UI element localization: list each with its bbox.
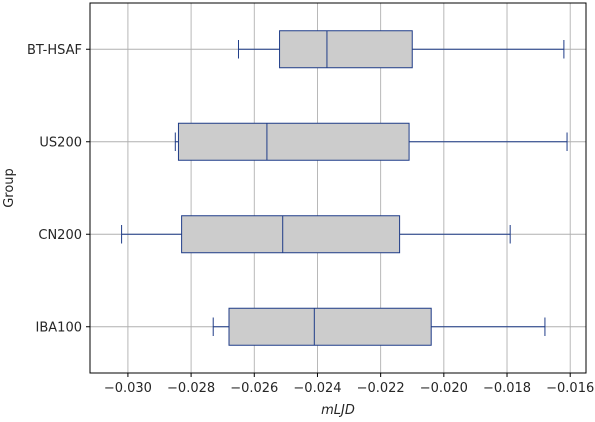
x-axis-label: mLJD bbox=[321, 403, 355, 418]
box-cn200 bbox=[121, 215, 511, 254]
x-tick-label: −0.030 bbox=[104, 381, 152, 396]
x-tick-label: −0.018 bbox=[483, 381, 531, 396]
x-tick-label: −0.022 bbox=[357, 381, 405, 396]
box-us200 bbox=[174, 122, 568, 161]
box-iqr bbox=[279, 30, 413, 69]
x-tick-label: −0.024 bbox=[293, 381, 341, 396]
box-iqr bbox=[181, 215, 401, 254]
y-tick-label: BT-HSAF bbox=[27, 43, 82, 58]
box-iba100 bbox=[212, 307, 546, 346]
y-tick-label: US200 bbox=[39, 135, 82, 150]
y-axis-label: Group bbox=[2, 168, 17, 208]
plot-frame bbox=[89, 2, 587, 374]
x-tick-label: −0.028 bbox=[167, 381, 215, 396]
box-iqr bbox=[177, 122, 410, 161]
boxes bbox=[121, 30, 568, 346]
axis-ticks: −0.030 −0.028 −0.026 −0.024 −0.022 −0.020 −0.0… bbox=[27, 43, 594, 396]
y-tick-label: CN200 bbox=[38, 228, 82, 243]
box-iqr bbox=[228, 307, 432, 346]
x-tick-label: −0.026 bbox=[230, 381, 278, 396]
x-tick-label: −0.016 bbox=[546, 381, 594, 396]
y-tick-label: IBA100 bbox=[36, 320, 82, 335]
box-bt-hsaf bbox=[237, 30, 565, 69]
x-tick-label: −0.020 bbox=[420, 381, 468, 396]
